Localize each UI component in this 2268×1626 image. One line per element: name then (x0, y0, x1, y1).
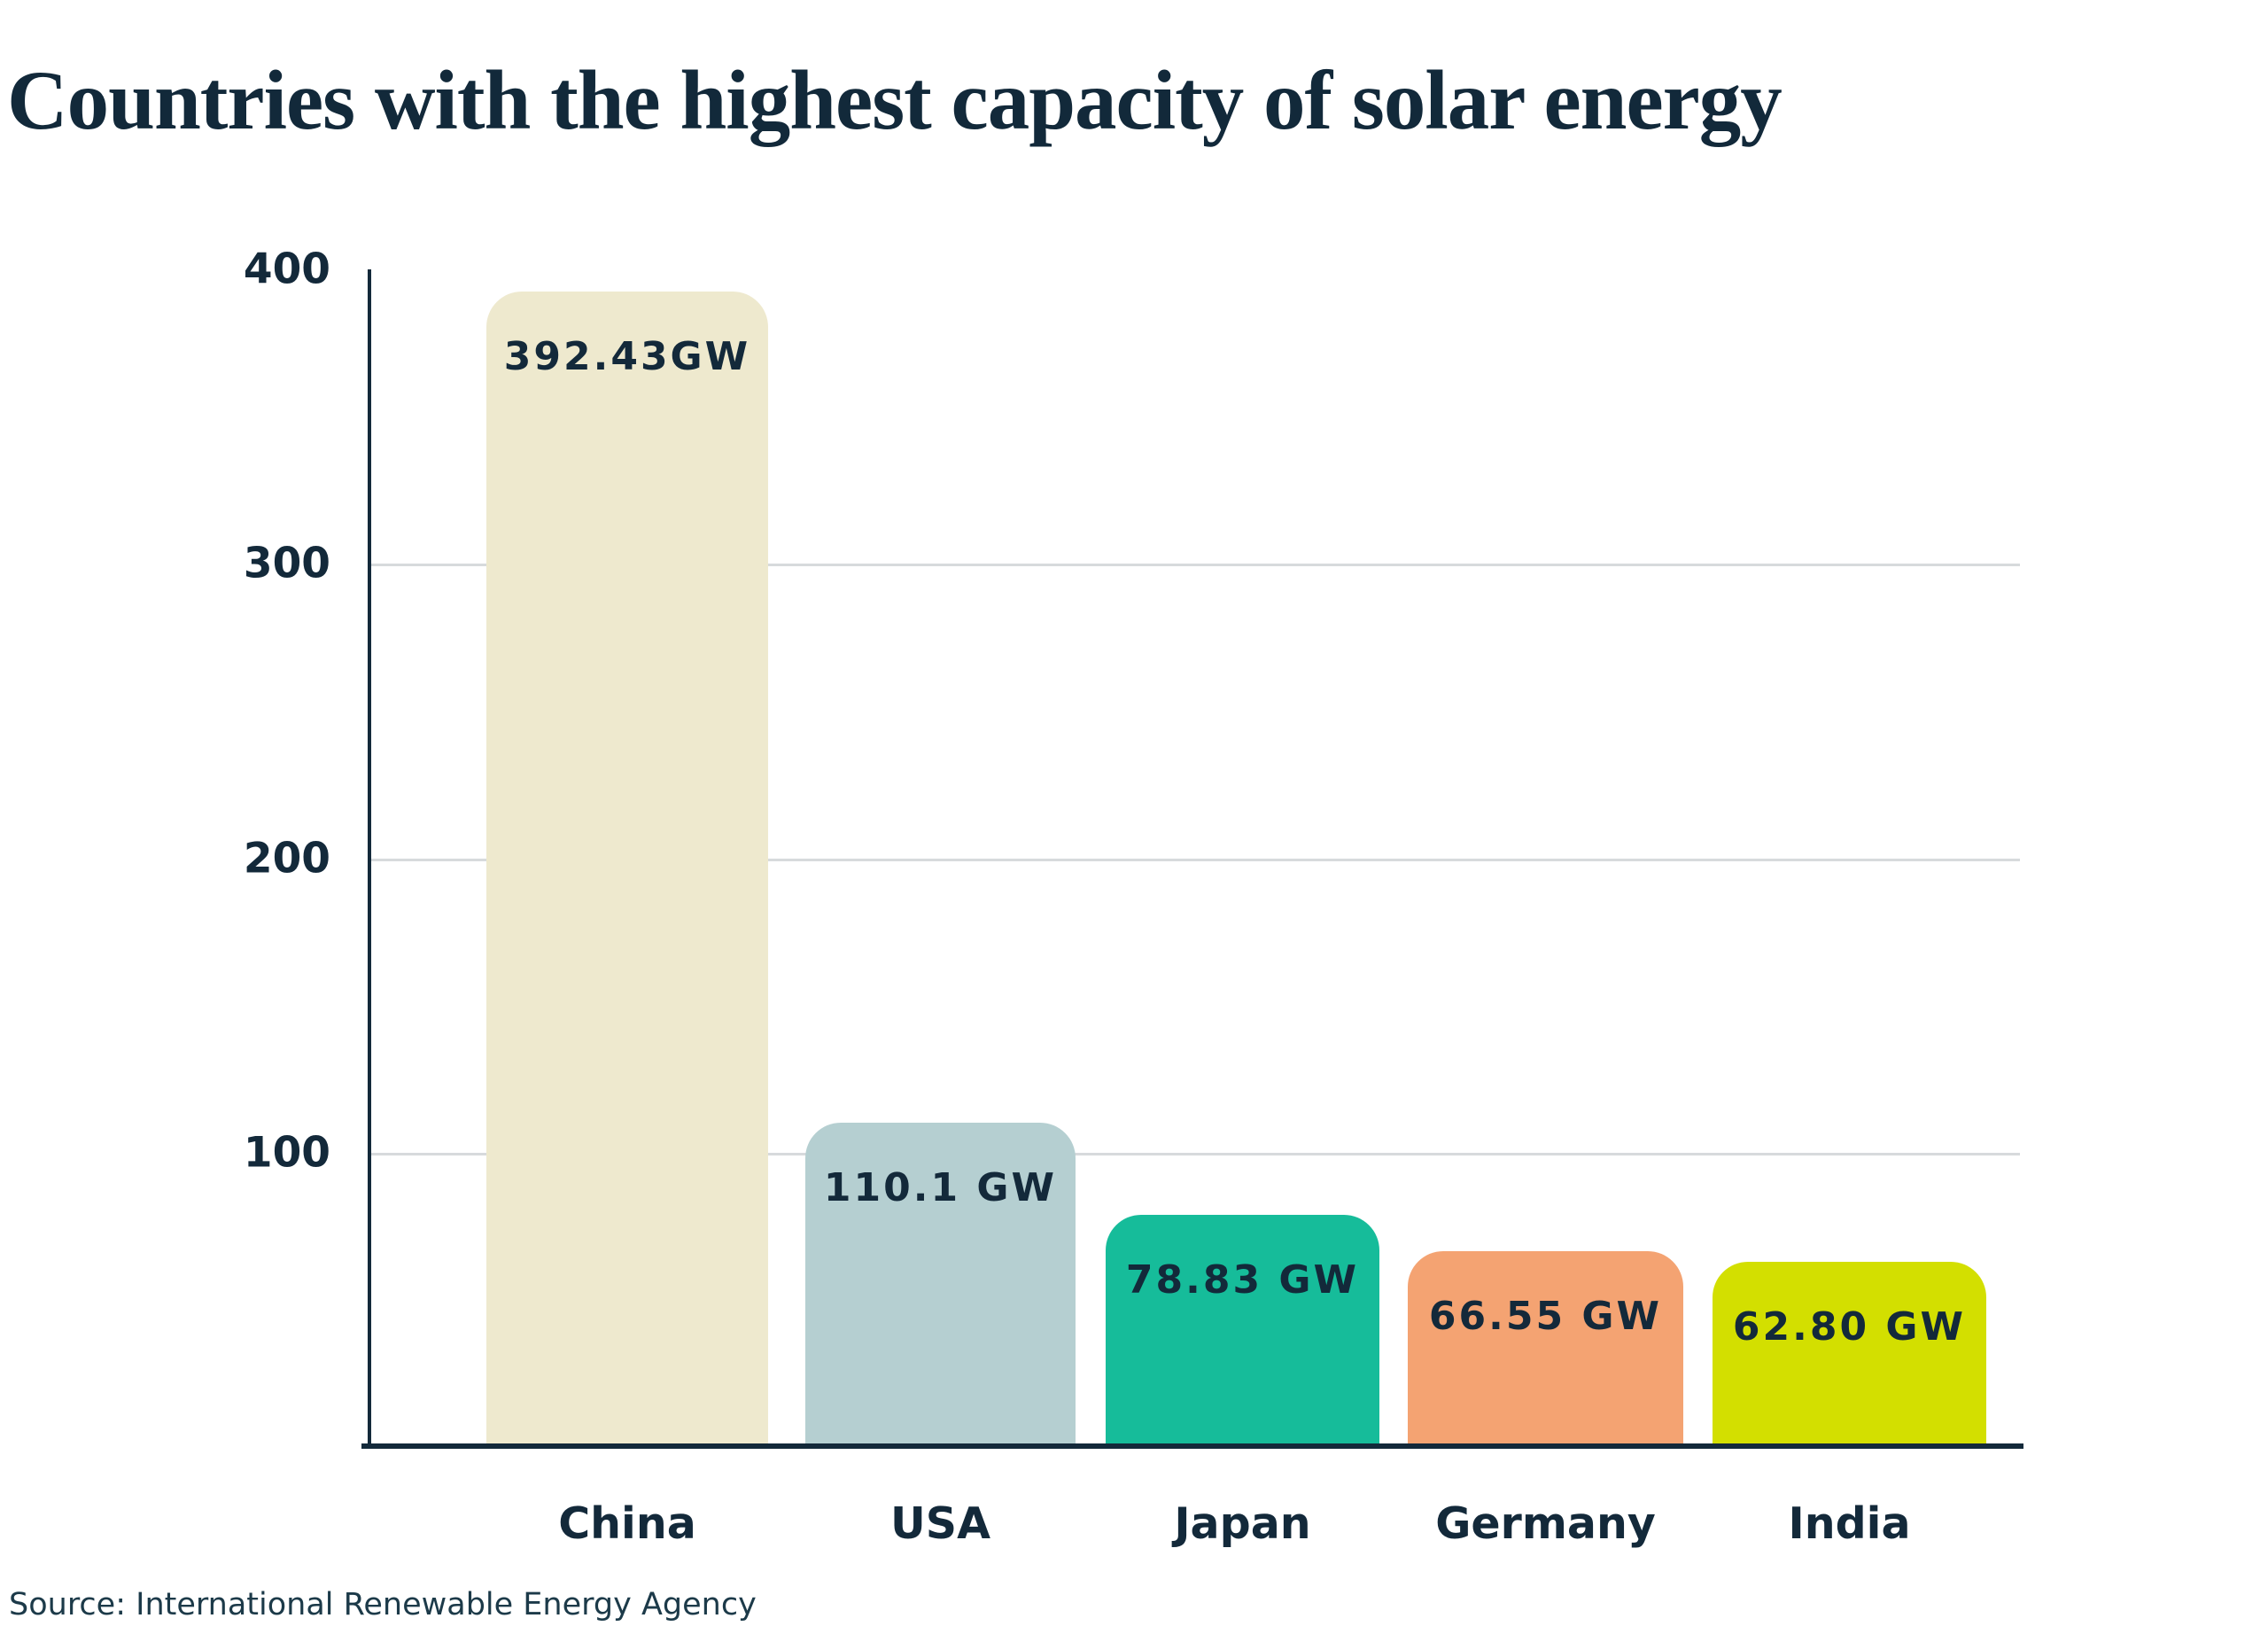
y-tick-label-200: 200 (243, 834, 330, 883)
bar-india: 62.80 GW (1713, 1262, 1986, 1447)
category-label-japan: Japan (1174, 1498, 1311, 1549)
gridline-200 (370, 858, 2020, 861)
category-label-usa: USA (889, 1498, 990, 1549)
plot-area: 400 300 200 100 392.43GW China 110.1 GW USA 78.… (244, 249, 2023, 1545)
y-tick-label-100: 100 (243, 1128, 330, 1178)
bar-value-label-usa: 110.1 GW (823, 1165, 1058, 1211)
bar-germany: 66.55 GW (1408, 1250, 1683, 1447)
bar-japan: 78.83 GW (1106, 1215, 1379, 1447)
category-label-germany: Germany (1435, 1498, 1656, 1549)
x-axis-line (361, 1443, 2023, 1449)
category-label-china: China (558, 1498, 696, 1549)
bar-usa: 110.1 GW (805, 1123, 1076, 1447)
bar-value-label-china: 392.43GW (503, 334, 751, 380)
gridline-300 (370, 564, 2020, 567)
bar-china: 392.43GW (486, 292, 768, 1447)
source-note: Source: International Renewable Energy A… (9, 1587, 757, 1622)
y-axis-line (368, 269, 371, 1447)
y-tick-label-400: 400 (243, 245, 330, 294)
gridline-100 (370, 1152, 2020, 1155)
bar-value-label-japan: 78.83 GW (1125, 1257, 1360, 1303)
y-tick-label-300: 300 (243, 539, 330, 588)
bar-value-label-india: 62.80 GW (1732, 1304, 1967, 1350)
category-label-india: India (1788, 1498, 1911, 1549)
bar-value-label-germany: 66.55 GW (1428, 1293, 1663, 1339)
chart-title: Countries with the highest capacity of s… (7, 52, 1783, 147)
